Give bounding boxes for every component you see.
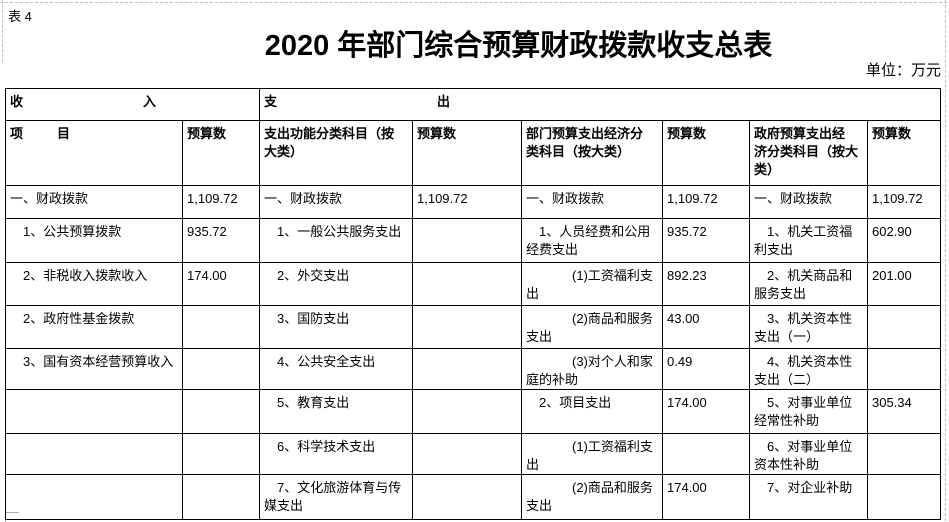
- cell-dept-item: 一、财政拨款: [521, 185, 663, 219]
- page-boundary-right: [945, 0, 946, 521]
- table-row: 2、非税收入拨款收入 174.00 2、外交支出 (1)工资福利支 出 892.…: [5, 262, 942, 306]
- cell-function-budget: [412, 218, 522, 263]
- group-header-row: 收入 支出: [5, 88, 942, 121]
- cell-income-budget: [182, 348, 260, 390]
- col-header-budget-gov: 预算数: [866, 120, 942, 186]
- cell-income-budget: [182, 389, 260, 434]
- col-header-budget-income: 预算数: [182, 120, 260, 186]
- table-row: 6、科学技术支出 (1)工资福利支 出 6、对事业单位 资本性补助: [5, 433, 942, 475]
- cell-function-item: 2、外交支出: [259, 262, 413, 306]
- page-boundary-left: [2, 0, 3, 62]
- cell-function-item: 6、科学技术支出: [259, 433, 413, 475]
- income-char-left: 收: [10, 94, 24, 109]
- cell-dept-budget: 892.23: [662, 262, 750, 306]
- cell-function-budget: 1,109.72: [412, 185, 522, 219]
- cell-gov-item: 1、机关工资福 利支出: [749, 218, 868, 263]
- cell-function-item: 4、公共安全支出: [259, 348, 413, 390]
- column-header-row: 项目 预算数 支出功能分类科目（按 大类） 预算数 部门预算支出经济分 类科目（…: [5, 120, 942, 186]
- income-group-header: 收入: [5, 88, 260, 121]
- budget-table: 收入 支出 项目 预算数 支出功能分类科目（按 大类） 预算数 部门预算支出经济…: [5, 88, 942, 520]
- col-header-function-class: 支出功能分类科目（按 大类）: [259, 120, 413, 186]
- table-row: 一、财政拨款 1,109.72 一、财政拨款 1,109.72 一、财政拨款 1…: [5, 185, 942, 219]
- cell-income-budget: 1,109.72: [182, 185, 260, 219]
- cell-income-budget: 935.72: [182, 218, 260, 263]
- cell-income-budget: [182, 433, 260, 475]
- cell-dept-budget: 0.49: [662, 348, 750, 390]
- cell-income-item: [5, 474, 183, 520]
- table-row: 3、国有资本经营预算收入 4、公共安全支出 (3)对个人和家 庭的补助 0.49…: [5, 348, 942, 390]
- page-boundary-top: [0, 2, 947, 3]
- cell-dept-budget: 174.00: [662, 389, 750, 434]
- page-title: 2020 年部门综合预算财政拨款收支总表: [264, 30, 773, 62]
- cell-income-item: 2、非税收入拨款收入: [5, 262, 183, 306]
- col-header-budget-dept: 预算数: [662, 120, 750, 186]
- cell-gov-budget: 305.34: [866, 389, 942, 434]
- cell-dept-budget: 935.72: [662, 218, 750, 263]
- col-header-item: 项目: [5, 120, 183, 186]
- cell-gov-budget: [866, 433, 942, 475]
- cell-gov-budget: [866, 474, 942, 520]
- cell-income-item: [5, 389, 183, 434]
- table-number-tag: 表 4: [8, 9, 32, 24]
- cell-income-item: 1、公共预算拨款: [5, 218, 183, 263]
- cell-function-budget: [412, 348, 522, 390]
- cell-gov-budget: [866, 305, 942, 349]
- cell-function-budget: [412, 433, 522, 475]
- cell-function-item: 3、国防支出: [259, 305, 413, 349]
- cell-function-item: 5、教育支出: [259, 389, 413, 434]
- cell-income-budget: [182, 474, 260, 520]
- expenditure-char-left: 支: [264, 94, 278, 109]
- cell-income-item: [5, 433, 183, 475]
- cell-income-item: 3、国有资本经营预算收入: [5, 348, 183, 390]
- table-row: 2、政府性基金拨款 3、国防支出 (2)商品和服务 支出 43.00 3、机关资…: [5, 305, 942, 349]
- cell-gov-budget: 201.00: [866, 262, 942, 306]
- cell-gov-budget: [866, 348, 942, 390]
- cell-function-budget: [412, 305, 522, 349]
- cell-income-item: 一、财政拨款: [5, 185, 183, 219]
- cell-income-budget: 174.00: [182, 262, 260, 306]
- expenditure-group-header: 支出: [258, 88, 942, 121]
- cell-dept-item: (1)工资福利支 出: [521, 262, 663, 306]
- expenditure-char-right: 出: [437, 94, 451, 109]
- cell-dept-item: (2)商品和服务 支出: [521, 474, 663, 520]
- cell-function-item: 1、一般公共服务支出: [259, 218, 413, 263]
- table-row: 5、教育支出 2、项目支出 174.00 5、对事业单位 经常性补助 305.3…: [5, 389, 942, 434]
- cell-function-item: 7、文化旅游体育与传 媒支出: [259, 474, 413, 520]
- cell-gov-item: 5、对事业单位 经常性补助: [749, 389, 868, 434]
- cell-gov-budget: 602.90: [866, 218, 942, 263]
- table-row: 7、文化旅游体育与传 媒支出 (2)商品和服务 支出 174.00 7、对企业补…: [5, 474, 942, 520]
- cell-gov-item: 7、对企业补助: [749, 474, 868, 520]
- cell-function-item: 一、财政拨款: [259, 185, 413, 219]
- cell-function-budget: [412, 474, 522, 520]
- cell-gov-item: 一、财政拨款: [749, 185, 868, 219]
- cell-function-budget: [412, 389, 522, 434]
- table-row: 1、公共预算拨款 935.72 1、一般公共服务支出 1、人员经费和公用 经费支…: [5, 218, 942, 263]
- col-header-gov-economic-class: 政府预算支出经 济分类科目（按大 类）: [749, 120, 868, 186]
- col-header-budget-function: 预算数: [412, 120, 522, 186]
- cell-gov-item: 6、对事业单位 资本性补助: [749, 433, 868, 475]
- unit-label: 单位：万元: [865, 62, 941, 79]
- cell-gov-item: 2、机关商品和 服务支出: [749, 262, 868, 306]
- cell-gov-item: 3、机关资本性 支出（一）: [749, 305, 868, 349]
- income-char-right: 入: [143, 94, 157, 109]
- cell-dept-item: 1、人员经费和公用 经费支出: [521, 218, 663, 263]
- cell-gov-budget: 1,109.72: [866, 185, 942, 219]
- col-header-dept-economic-class: 部门预算支出经济分 类科目（按大类）: [521, 120, 663, 186]
- cell-gov-item: 4、机关资本性 支出（二）: [749, 348, 868, 390]
- cell-dept-item: (2)商品和服务 支出: [521, 305, 663, 349]
- cell-dept-budget: 43.00: [662, 305, 750, 349]
- cell-dept-item: 2、项目支出: [521, 389, 663, 434]
- cell-income-item: 2、政府性基金拨款: [5, 305, 183, 349]
- cell-dept-item: (3)对个人和家 庭的补助: [521, 348, 663, 390]
- cell-income-budget: [182, 305, 260, 349]
- cell-dept-budget: 1,109.72: [662, 185, 750, 219]
- cell-dept-budget: [662, 433, 750, 475]
- cell-dept-budget: 174.00: [662, 474, 750, 520]
- cell-function-budget: [412, 262, 522, 306]
- cell-dept-item: (1)工资福利支 出: [521, 433, 663, 475]
